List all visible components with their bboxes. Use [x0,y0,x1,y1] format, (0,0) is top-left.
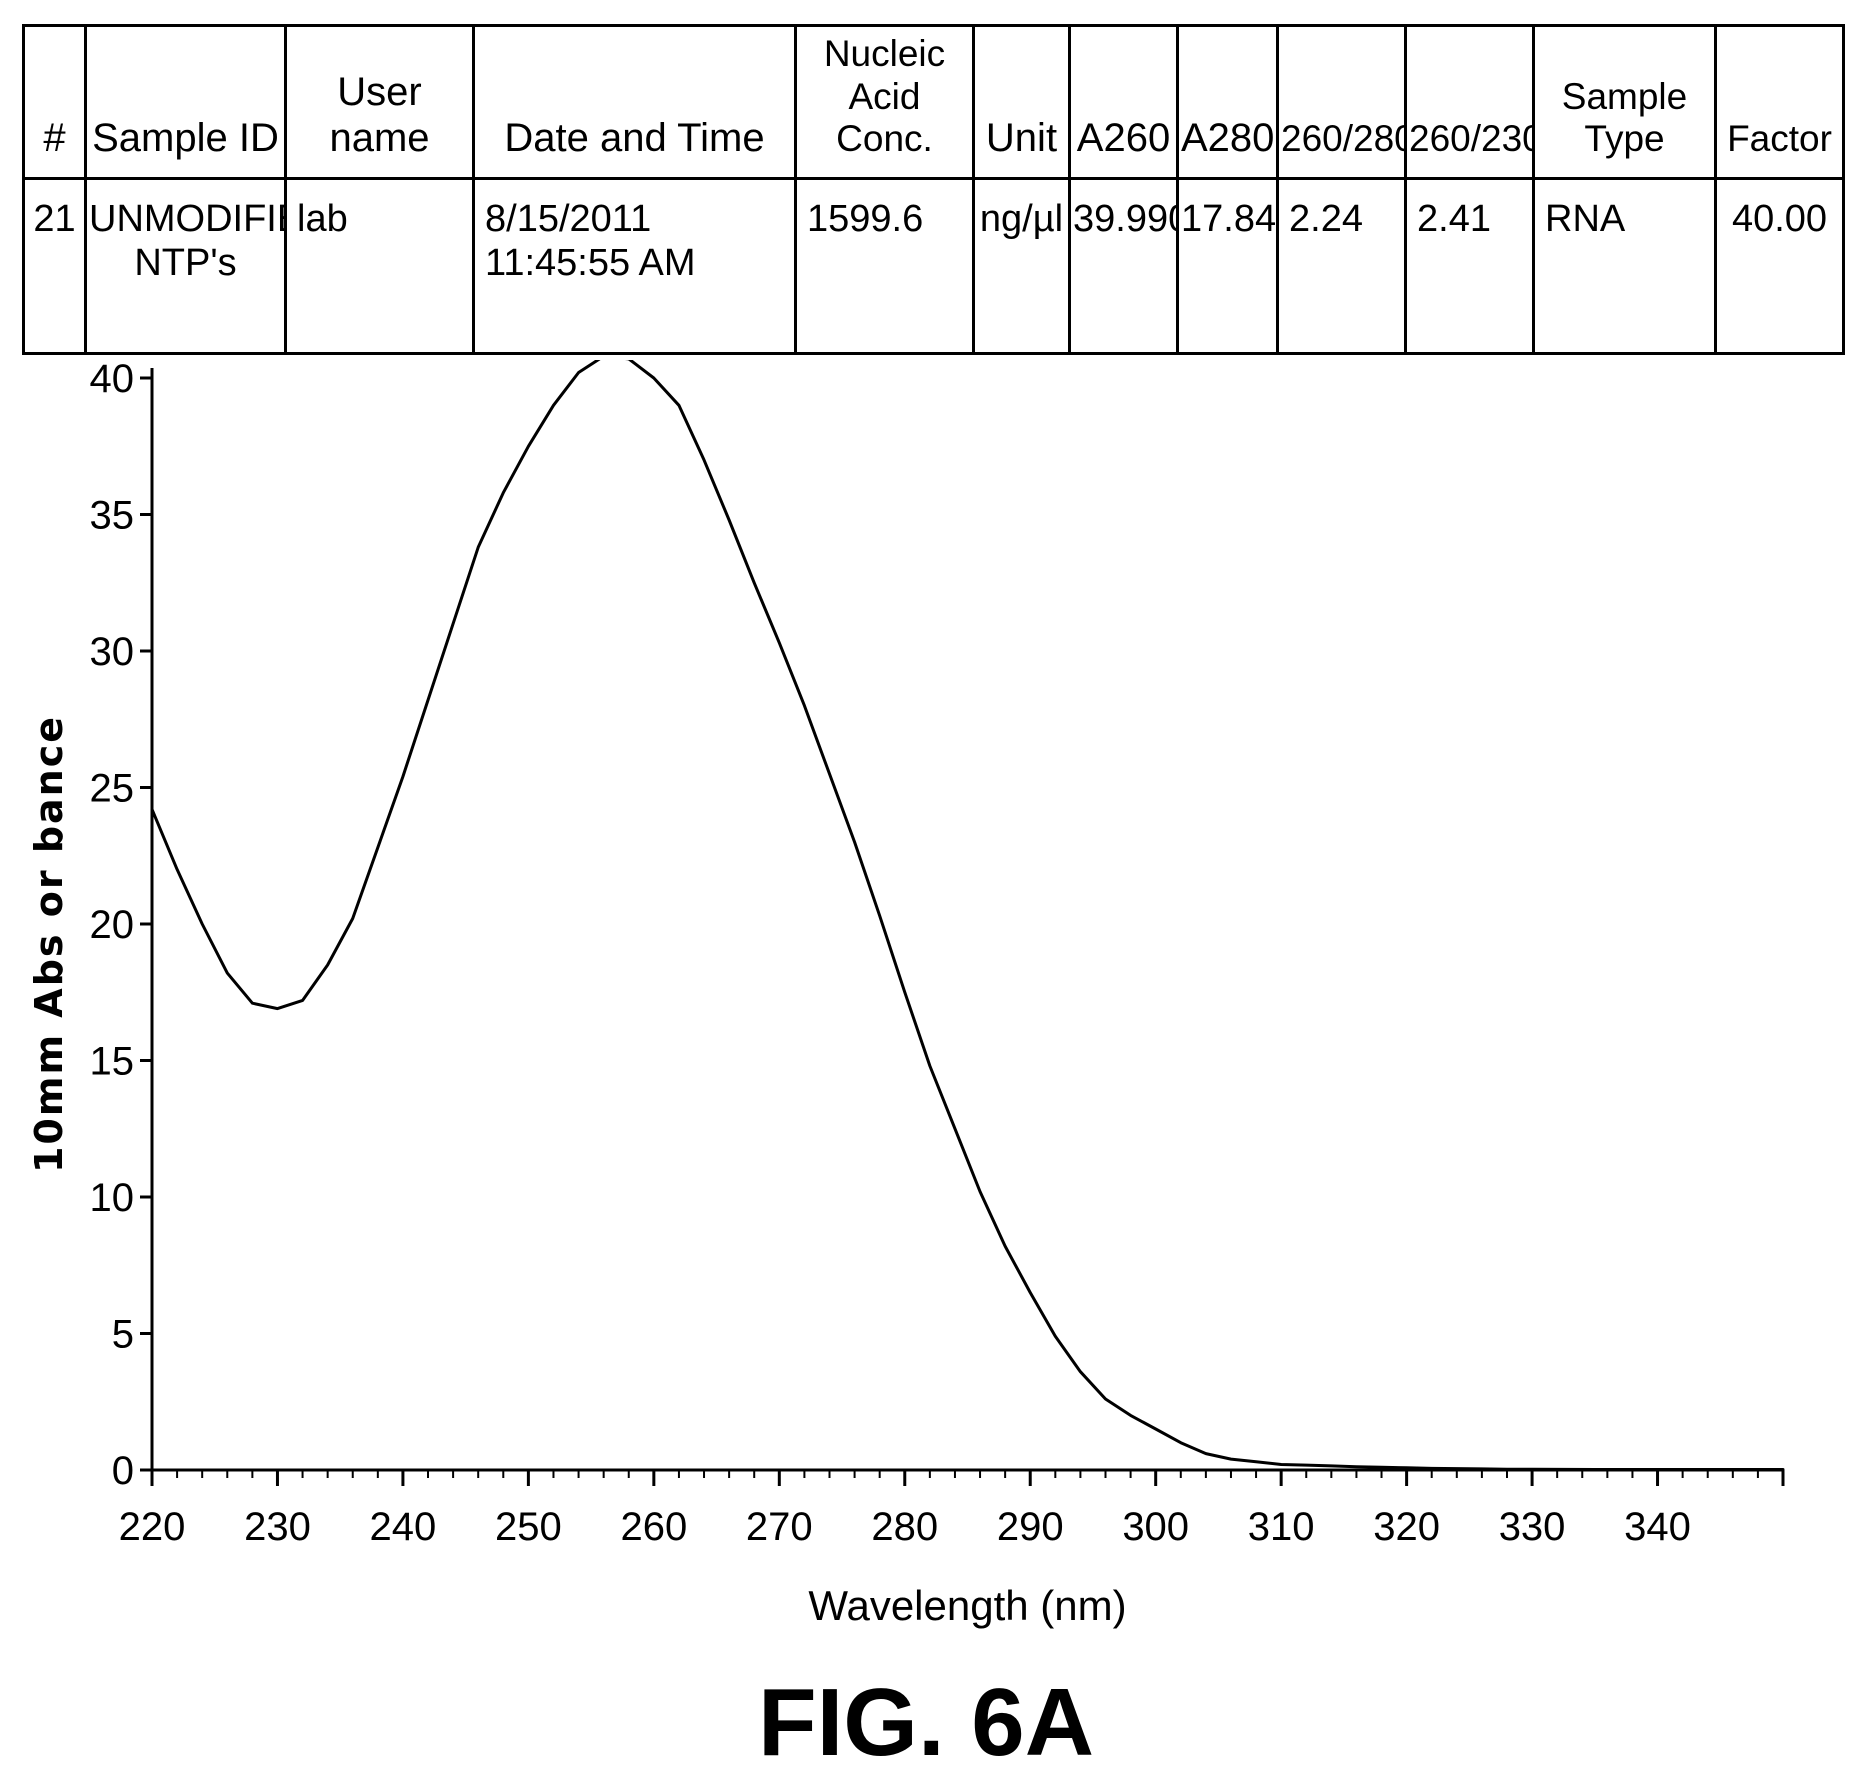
sample-table: # Sample ID User name Date and Time Nucl… [22,24,1845,355]
x-tick-label: 260 [620,1505,687,1549]
cell-date-time: 8/15/2011 11:45:55 AM [472,177,797,355]
header-date-time: Date and Time [472,24,797,180]
cell-sample-type: RNA [1532,177,1717,355]
header-nucleic-acid-conc: Nucleic Acid Conc. [794,24,975,180]
y-tick-label: 15 [90,1040,135,1084]
y-tick-label: 0 [112,1449,134,1493]
header-number: # [22,24,87,180]
y-tick-label: 25 [90,767,135,811]
table-row: 21 UNMODIFIED NTP's lab 8/15/2011 11:45:… [22,177,1845,355]
x-tick-label: 270 [746,1505,813,1549]
x-tick-label: 310 [1248,1505,1315,1549]
x-tick-label: 330 [1499,1505,1566,1549]
x-tick-label: 290 [997,1505,1064,1549]
cell-number: 21 [22,177,87,355]
header-260-280: 260/280 [1276,24,1407,180]
x-axis-title: Wavelength (nm) [808,1582,1126,1629]
figure-caption: FIG. 6A [757,1669,1095,1776]
x-tick-label: 340 [1624,1505,1691,1549]
sample-id-line1: UNMODIFIED [89,198,283,240]
absorbance-line [150,360,1785,1471]
y-tick-label: 30 [90,630,135,674]
chart-series [150,360,1785,1471]
y-tick-label: 20 [90,903,135,947]
header-sample-id: Sample ID [84,24,287,180]
x-tick-label: 280 [871,1505,938,1549]
y-tick-label: 40 [90,360,135,401]
header-a260: A260 [1068,24,1179,180]
x-tick-label: 300 [1122,1505,1189,1549]
header-260-230: 260/230 [1404,24,1535,180]
cell-unit: ng/µl [972,177,1071,355]
header-factor: Factor [1714,24,1845,180]
x-tick-label: 320 [1373,1505,1440,1549]
cell-factor: 40.00 [1714,177,1845,355]
cell-a280: 17.841 [1176,177,1279,355]
y-tick-label: 10 [90,1176,135,1220]
sample-id-line2: NTP's [134,241,237,284]
cell-a260: 39.990 [1068,177,1179,355]
cell-conc: 1599.6 [794,177,975,355]
y-tick-label: 5 [112,1313,134,1357]
x-tick-label: 250 [495,1505,562,1549]
chart-ticks: 220 230 240 250 260 270 280 290 300 310 320 330 340 0… [90,360,1785,1549]
x-tick-label: 230 [244,1505,311,1549]
x-tick-label: 220 [119,1505,186,1549]
chart-axes [150,368,1783,1472]
cell-260-280: 2.24 [1276,177,1407,355]
y-axis-title: 10mm Abs or bance [27,715,71,1173]
header-unit: Unit [972,24,1071,180]
table-header-row: # Sample ID User name Date and Time Nucl… [22,24,1845,180]
cell-sample-id: UNMODIFIED NTP's [84,177,287,355]
x-tick-label: 240 [370,1505,437,1549]
cell-user-name: lab [284,177,475,355]
header-user-name: User name [284,24,475,180]
absorbance-chart: 220 230 240 250 260 270 280 290 300 310 320 330 340 0… [27,360,1785,1629]
header-sample-type: Sample Type [1532,24,1717,180]
header-a280: A280 [1176,24,1279,180]
y-tick-label: 35 [90,494,135,538]
cell-260-230: 2.41 [1404,177,1535,355]
